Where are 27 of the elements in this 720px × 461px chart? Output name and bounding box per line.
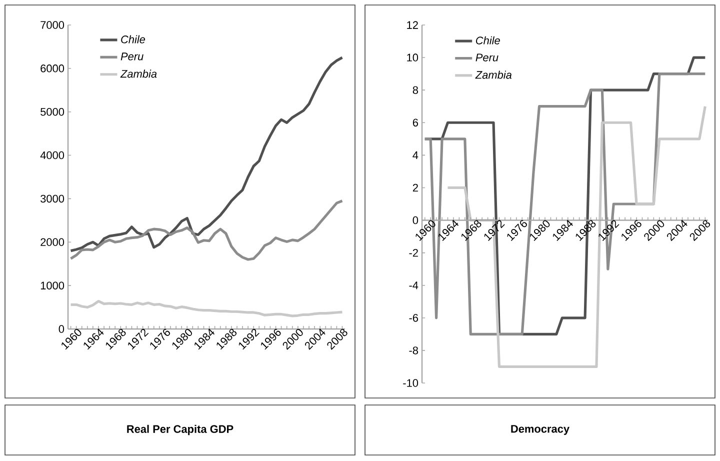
- y-tick-label: 3000: [40, 194, 64, 203]
- y-tick-label: 6: [412, 118, 418, 127]
- y-tick-label: -4: [409, 282, 418, 290]
- y-tick-label: 12: [407, 21, 418, 29]
- legend-label: Chile: [476, 36, 500, 44]
- legend-label: Peru: [120, 52, 144, 60]
- y-tick-label: -6: [409, 314, 418, 322]
- y-tick-label: 4: [412, 151, 418, 159]
- y-tick-label: 7000: [40, 21, 64, 29]
- y-tick-label: -8: [409, 346, 418, 354]
- y-tick-label: -2: [409, 248, 418, 257]
- legend-label: Zambia: [475, 70, 512, 79]
- y-tick-label: 2: [412, 184, 418, 192]
- y-tick-label: 5000: [40, 108, 64, 116]
- legend-label: Chile: [121, 35, 146, 44]
- legend-label: Peru: [476, 54, 498, 62]
- y-tick-label: 0: [58, 325, 64, 333]
- text: Democracy: [511, 425, 570, 435]
- legend-label: Zambia: [120, 70, 157, 78]
- y-tick-label: 1000: [40, 282, 64, 290]
- y-tick-label: 10: [407, 54, 418, 62]
- y-tick-label: 6000: [40, 64, 64, 72]
- y-tick-label: 4000: [40, 151, 64, 160]
- text: Real Per Capita GDP: [127, 424, 234, 436]
- y-tick-label: 8: [412, 86, 418, 94]
- y-tick-label: -10: [403, 379, 418, 387]
- y-tick-label: 0: [412, 216, 418, 224]
